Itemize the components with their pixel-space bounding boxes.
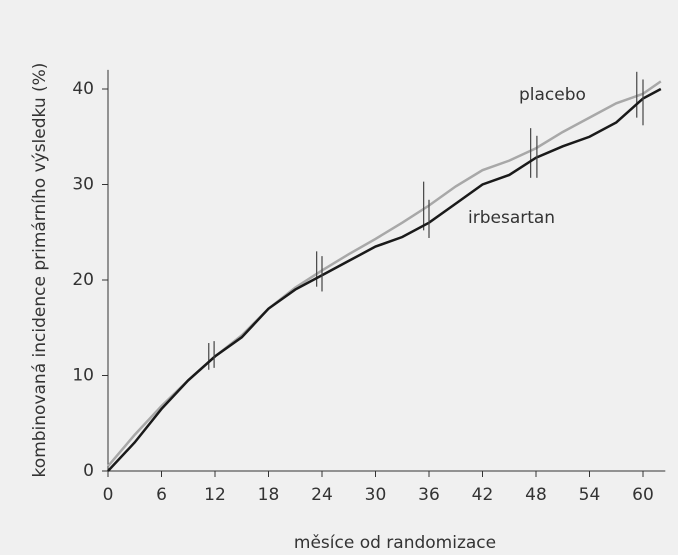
x-tick-label: 48 xyxy=(525,485,547,505)
x-tick-label: 0 xyxy=(103,485,114,505)
series-line xyxy=(107,87,662,472)
y-tick-label: 0 xyxy=(83,461,94,481)
x-tick-label: 24 xyxy=(311,485,333,505)
x-tick-label: 30 xyxy=(365,485,387,505)
series-label: placebo xyxy=(519,85,586,105)
x-tick-label: 42 xyxy=(472,485,494,505)
x-tick-label: 54 xyxy=(579,485,601,505)
y-tick-label: 40 xyxy=(72,79,94,99)
x-tick-label: 60 xyxy=(632,485,654,505)
series-label: irbesartan xyxy=(468,208,555,228)
y-tick-label: 10 xyxy=(72,366,94,386)
y-axis-label: kombinovaná incidence primárního výsledk… xyxy=(30,63,50,478)
x-tick-label: 12 xyxy=(204,485,226,505)
y-tick-label: 20 xyxy=(72,270,94,290)
x-tick-label: 18 xyxy=(258,485,280,505)
x-tick-label: 36 xyxy=(418,485,440,505)
x-tick-label: 6 xyxy=(156,485,167,505)
x-axis-label: měsíce od randomizace xyxy=(294,533,496,553)
y-tick-label: 30 xyxy=(72,175,94,195)
